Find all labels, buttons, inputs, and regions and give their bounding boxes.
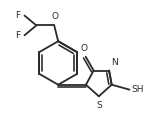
Text: N: N (111, 58, 118, 67)
Text: S: S (96, 101, 102, 110)
Text: F: F (15, 11, 20, 20)
Text: F: F (15, 31, 20, 40)
Text: O: O (80, 44, 87, 53)
Text: SH: SH (131, 85, 144, 94)
Text: O: O (52, 12, 59, 21)
